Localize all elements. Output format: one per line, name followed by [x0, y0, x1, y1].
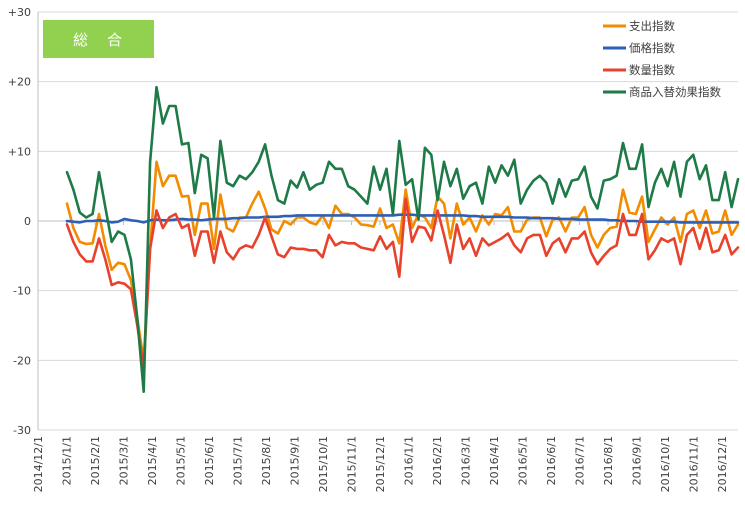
- x-tick-label: 2016/9/1: [631, 436, 644, 485]
- x-tick-label: 2014/12/1: [32, 436, 45, 492]
- y-tick-label: -10: [13, 285, 31, 298]
- chart-title-badge: 総 合: [43, 20, 154, 58]
- x-tick-label: 2016/3/1: [460, 436, 473, 485]
- x-tick-label: 2016/1/1: [403, 436, 416, 485]
- y-tick-label: -30: [13, 424, 31, 437]
- x-tick-label: 2015/8/1: [260, 436, 273, 485]
- legend-label: 価格指数: [629, 41, 675, 55]
- x-tick-label: 2015/11/1: [346, 436, 359, 492]
- series-line-2: [65, 197, 740, 369]
- series-line-3: [65, 85, 740, 394]
- y-axis: +30 +20 +10 0 -10 -20 -30: [8, 6, 39, 437]
- x-tick-label: 2015/10/1: [317, 436, 330, 492]
- y-tick-label: +10: [8, 145, 31, 158]
- y-tick-label: 0: [24, 215, 31, 228]
- x-tick-label: 2015/12/1: [374, 436, 387, 492]
- title-badge-background: [43, 20, 154, 58]
- x-tick-label: 2016/6/1: [545, 436, 558, 485]
- chart-title: 総 合: [73, 31, 124, 49]
- x-tick-label: 2016/12/1: [716, 436, 729, 492]
- x-tick-label: 2015/5/1: [175, 436, 188, 485]
- y-tick-label: +30: [8, 6, 31, 19]
- x-axis: 2014/12/1 2015/1/1 2015/2/1 2015/3/1 2015/4/…: [32, 221, 729, 492]
- x-tick-label: 2015/7/1: [232, 436, 245, 485]
- x-tick-label: 2016/5/1: [517, 436, 530, 485]
- legend-label: 商品入替効果指数: [629, 85, 721, 99]
- x-tick-label: 2016/11/1: [688, 436, 701, 492]
- legend-label: 数量指数: [629, 63, 675, 77]
- series-line-0: [65, 160, 740, 362]
- x-tick-label: 2016/7/1: [574, 436, 587, 485]
- x-tick-label: 2015/6/1: [203, 436, 216, 485]
- x-tick-label: 2015/1/1: [61, 436, 74, 485]
- x-tick-label: 2015/4/1: [146, 436, 159, 485]
- x-tick-label: 2016/8/1: [602, 436, 615, 485]
- x-tick-label: 2016/4/1: [488, 436, 501, 485]
- y-tick-label: -20: [13, 354, 31, 367]
- legend-label: 支出指数: [629, 19, 675, 33]
- x-tick-label: 2016/2/1: [431, 436, 444, 485]
- series-lines: [65, 85, 740, 394]
- y-tick-label: +20: [8, 76, 31, 89]
- x-tick-label: 2015/2/1: [89, 436, 102, 485]
- x-tick-label: 2015/9/1: [289, 436, 302, 485]
- x-tick-label: 2016/10/1: [659, 436, 672, 492]
- x-tick-label: 2015/3/1: [118, 436, 131, 485]
